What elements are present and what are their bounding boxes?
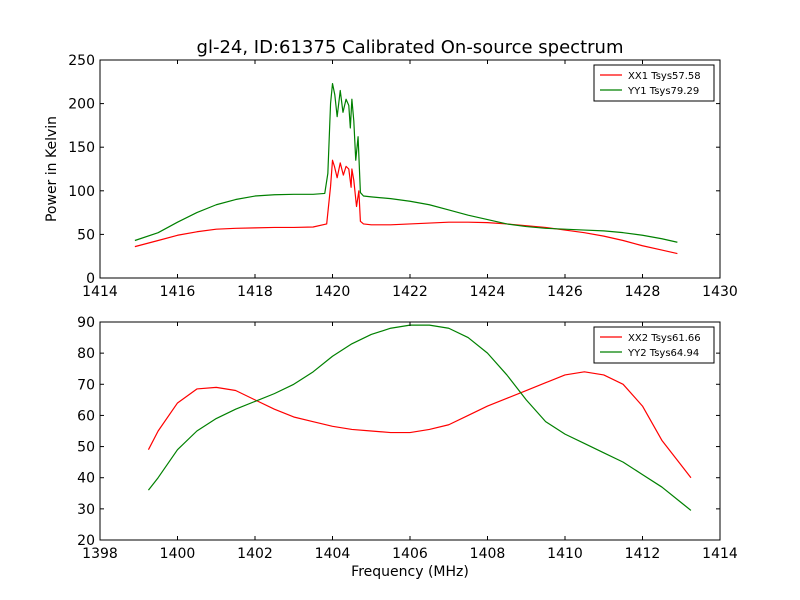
x-tick-label: 1420 [315,284,351,300]
legend: XX2 Tsys61.66 YY2 Tsys64.94 [593,326,715,364]
y-tick-label: 40 [77,471,95,487]
x-tick-label: 1428 [625,284,661,300]
x-tick-label: 1426 [547,284,583,300]
legend-label-1: XX2 Tsys61.66 [628,333,701,344]
y-tick-label: 50 [77,440,95,456]
x-tick-label: 1402 [237,546,273,562]
y-tick-label: 30 [77,502,95,518]
chart-title: gl-24, ID:61375 Calibrated On-source spe… [197,37,624,58]
legend-label-2: YY1 Tsys79.29 [627,86,699,97]
x-tick-label: 1424 [470,284,506,300]
x-tick-label: 1404 [315,546,351,562]
legend-label-1: XX1 Tsys57.58 [628,71,701,82]
series-line-1 [147,371,692,479]
y-tick-label: 250 [68,53,95,69]
series-line-1 [134,159,678,255]
x-tick-label: 1408 [470,546,506,562]
y-tick-label: 150 [68,140,95,156]
subplot-1: 1414 1416 1418 1420 1422 1424 1426 1428 1430 0 50 1… [44,53,738,300]
x-tick-label: 1416 [160,284,196,300]
plots: 1414 1416 1418 1420 1422 1424 1426 1428 14300501… [44,53,738,580]
x-tick-label: 1430 [702,284,738,300]
y-tick-label: 70 [77,377,95,393]
x-tick-label: 1414 [702,546,738,562]
x-tick-label: 1406 [392,546,428,562]
y-tick-label: 60 [77,408,95,424]
y-tick-label: 90 [77,315,95,331]
legend: XX1 Tsys57.58 YY1 Tsys79.29 [593,64,715,102]
x-tick-label: 1418 [237,284,273,300]
x-tick-label: 1422 [392,284,428,300]
y-tick-label: 100 [68,184,95,200]
x-axis-label: Frequency (MHz) [351,564,469,580]
y-axis-label: Power in Kelvin [44,116,60,222]
subplot-2: 1398 1400 1402 1404 1406 1408 1410 1412 1414 20 30… [77,315,738,580]
y-tick-label: 20 [77,533,95,549]
x-tick-label: 1412 [625,546,661,562]
series-line-2 [134,82,678,243]
y-tick-label: 200 [68,97,95,113]
y-tick-label: 80 [77,346,95,362]
legend-box [593,64,715,102]
x-tick-label: 1398 [82,546,118,562]
y-tick-label: 0 [86,271,95,287]
legend-box [593,326,715,364]
legend-label-2: YY2 Tsys64.94 [627,348,699,359]
x-tick-label: 1414 [82,284,118,300]
y-tick-label: 50 [77,227,95,243]
series-line-2 [147,324,692,511]
x-tick-label: 1410 [547,546,583,562]
x-tick-label: 1400 [160,546,196,562]
